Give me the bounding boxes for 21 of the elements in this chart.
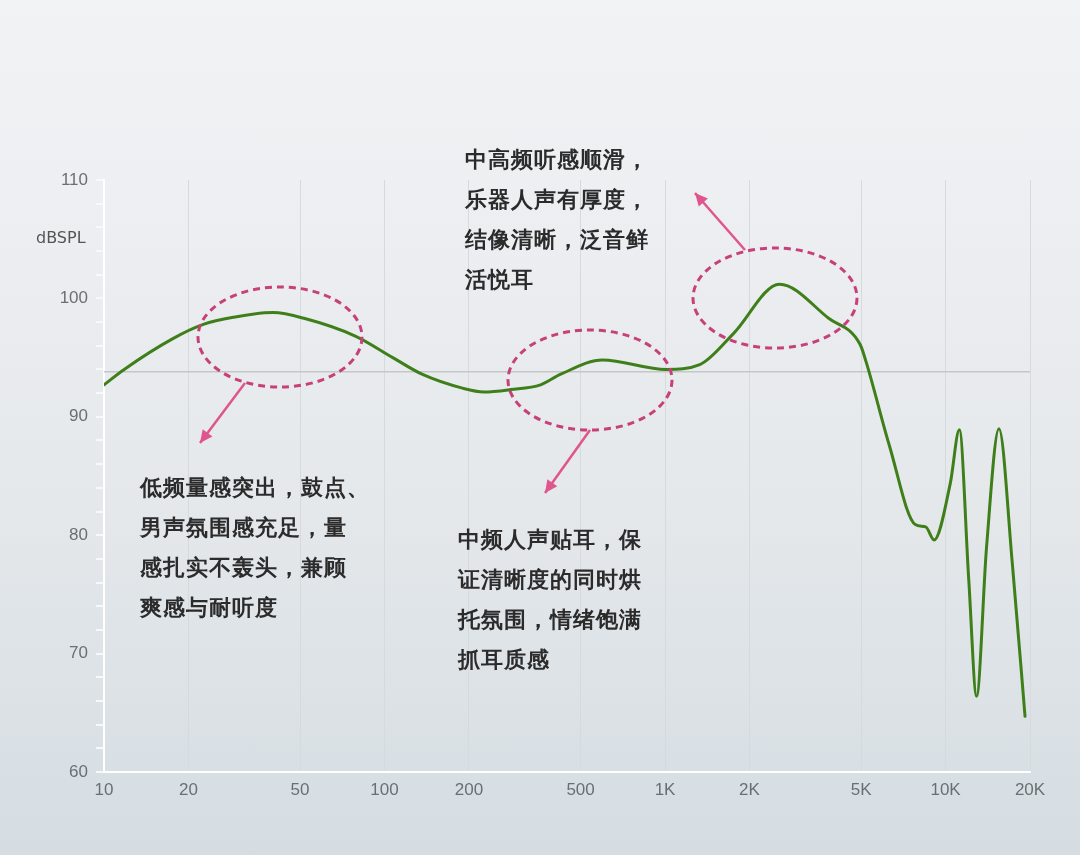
annotation: 中频人声贴耳，保证清晰度的同时烘托氛围，情绪饱满抓耳质感: [458, 526, 642, 674]
x-tick-label: 100: [370, 779, 399, 799]
x-tick-label: 5K: [850, 779, 873, 799]
x-tick-label: 10K: [930, 779, 962, 799]
y-tick-label: 110: [60, 169, 88, 189]
x-tick-label: 10: [94, 779, 114, 799]
x-tick-label: 50: [290, 779, 310, 799]
x-tick-label: 2K: [739, 779, 761, 799]
y-tick-label: 80: [69, 524, 88, 544]
x-tick-label: 1K: [654, 779, 677, 799]
x-tick-label: 20: [178, 779, 198, 799]
annotation: 低频量感突出，鼓点、男声氛围感充足，量感扎实不轰头，兼顾爽感与耐听度: [140, 474, 370, 622]
x-tick-label: 200: [454, 779, 484, 799]
annotation: 中高频听感顺滑，乐器人声有厚度，结像清晰，泛音鲜活悦耳: [465, 146, 649, 294]
y-tick-label: 70: [69, 643, 88, 663]
y-tick-label: 100: [59, 288, 88, 308]
y-tick-label: 60: [69, 761, 88, 781]
x-tick-label: 20K: [1014, 779, 1046, 799]
y-axis-title: dBSPL: [36, 228, 86, 247]
y-tick-label: 90: [69, 406, 88, 426]
x-tick-label: 500: [566, 779, 595, 799]
